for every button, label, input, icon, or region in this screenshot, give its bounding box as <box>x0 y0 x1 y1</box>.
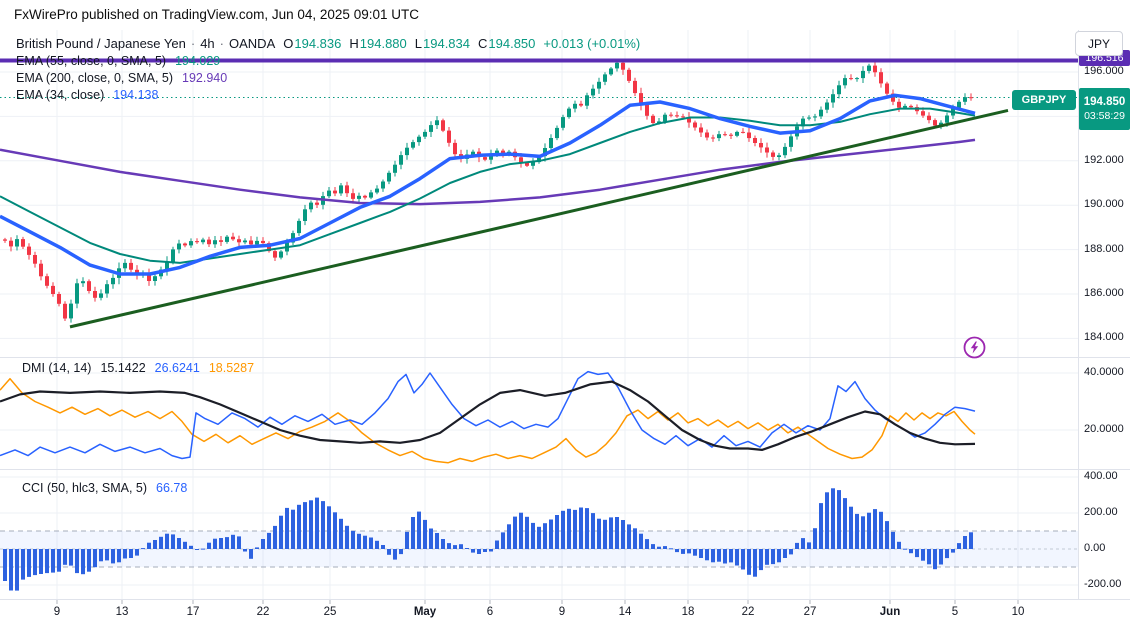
time-axis-label: 18 <box>681 606 695 618</box>
time-axis-label: 25 <box>323 606 337 618</box>
ohlc-key: L <box>414 36 422 51</box>
symbol-title: British Pound / Japanese Yen <box>16 36 186 51</box>
ema200-legend-row[interactable]: EMA (200, close, 0, SMA, 5) 192.940 <box>16 71 227 85</box>
ema55-legend-row[interactable]: EMA (55, close, 0, SMA, 5) 194.029 <box>16 54 220 68</box>
currency-toggle-button[interactable]: JPY <box>1075 31 1123 56</box>
cci-axis-label: 200.00 <box>1084 506 1118 518</box>
price-axis-label: 188.000 <box>1084 242 1124 255</box>
time-axis-label: 9 <box>53 606 61 618</box>
published-line: FxWirePro published on TradingView.com, … <box>14 7 419 22</box>
time-axis-label: 27 <box>803 606 817 618</box>
dmi-adx-value: 15.1422 <box>100 361 146 375</box>
ema34-value: 194.138 <box>113 88 159 102</box>
ohlc-values: O194.836 H194.880 L194.834 C194.850 <box>275 36 535 51</box>
time-scale[interactable] <box>0 600 1078 638</box>
cci-value: 66.78 <box>156 481 188 495</box>
ohlc-value: 194.836 <box>294 36 342 51</box>
time-axis-label: 13 <box>115 606 129 618</box>
symbol-legend-row[interactable]: British Pound / Japanese Yen · 4h · OANDA O19… <box>16 36 641 51</box>
time-axis-label: 22 <box>741 606 755 618</box>
ohlc-value: 194.834 <box>423 36 470 51</box>
ohlc-value: 194.880 <box>359 36 407 51</box>
symbol-price-chip: GBPJPY <box>1012 90 1076 110</box>
ema34-legend-row[interactable]: EMA (34, close) 194.138 <box>16 88 158 102</box>
ema200-label: EMA (200, close, 0, SMA, 5) <box>16 71 174 85</box>
ema200-value: 192.940 <box>182 71 228 85</box>
dmi-plus-di-value: 26.6241 <box>154 361 200 375</box>
ema55-label: EMA (55, close, 0, SMA, 5) <box>16 54 167 68</box>
time-axis-label: 5 <box>951 606 959 618</box>
ohlc-key: C <box>478 36 488 51</box>
change-value: +0.013 (+0.01%) <box>543 36 641 51</box>
cci-axis-label: 0.00 <box>1084 542 1106 554</box>
time-axis-label: 17 <box>186 606 200 618</box>
time-axis-label: 22 <box>256 606 270 618</box>
price-axis-label: 186.000 <box>1084 287 1124 299</box>
dmi-label: DMI (14, 14) <box>22 361 92 375</box>
dmi-legend-row[interactable]: DMI (14, 14) 15.1422 26.6241 18.5287 <box>22 361 254 375</box>
time-axis-label: 9 <box>558 606 566 618</box>
ema34-label: EMA (34, close) <box>16 88 105 102</box>
time-axis-label: May <box>413 606 437 618</box>
symbol-interval: 4h <box>200 36 215 51</box>
symbol-exchange: OANDA <box>229 36 276 51</box>
last-price-badge: 194.850 03:58:29 <box>1079 88 1130 130</box>
time-axis-label: 14 <box>618 606 632 618</box>
time-axis-label: 10 <box>1011 606 1025 618</box>
time-axis-label: 6 <box>486 606 494 618</box>
ohlc-value: 194.850 <box>488 36 536 51</box>
ema55-value: 194.029 <box>175 54 221 68</box>
price-axis-label: 190.000 <box>1084 198 1124 211</box>
price-axis-label: 192.000 <box>1084 153 1124 166</box>
cci-axis-label: 400.00 <box>1084 470 1118 482</box>
lightning-icon[interactable] <box>962 335 987 360</box>
last-price: 194.850 <box>1083 96 1126 109</box>
dmi-axis-label: 40.0000 <box>1084 366 1124 378</box>
bar-countdown: 03:58:29 <box>1084 109 1125 122</box>
price-axis-label: 196.000 <box>1084 65 1124 77</box>
time-axis-label: Jun <box>879 606 901 618</box>
ohlc-key: H <box>349 36 359 51</box>
ohlc-key: O <box>283 36 294 51</box>
dmi-axis-label: 20.0000 <box>1084 423 1124 435</box>
cci-legend-row[interactable]: CCI (50, hlc3, SMA, 5) 66.78 <box>22 481 187 495</box>
dmi-minus-di-value: 18.5287 <box>208 361 255 375</box>
cci-label: CCI (50, hlc3, SMA, 5) <box>22 481 148 495</box>
price-axis-label: 184.000 <box>1084 331 1124 344</box>
cci-axis-label: -200.00 <box>1084 578 1122 590</box>
